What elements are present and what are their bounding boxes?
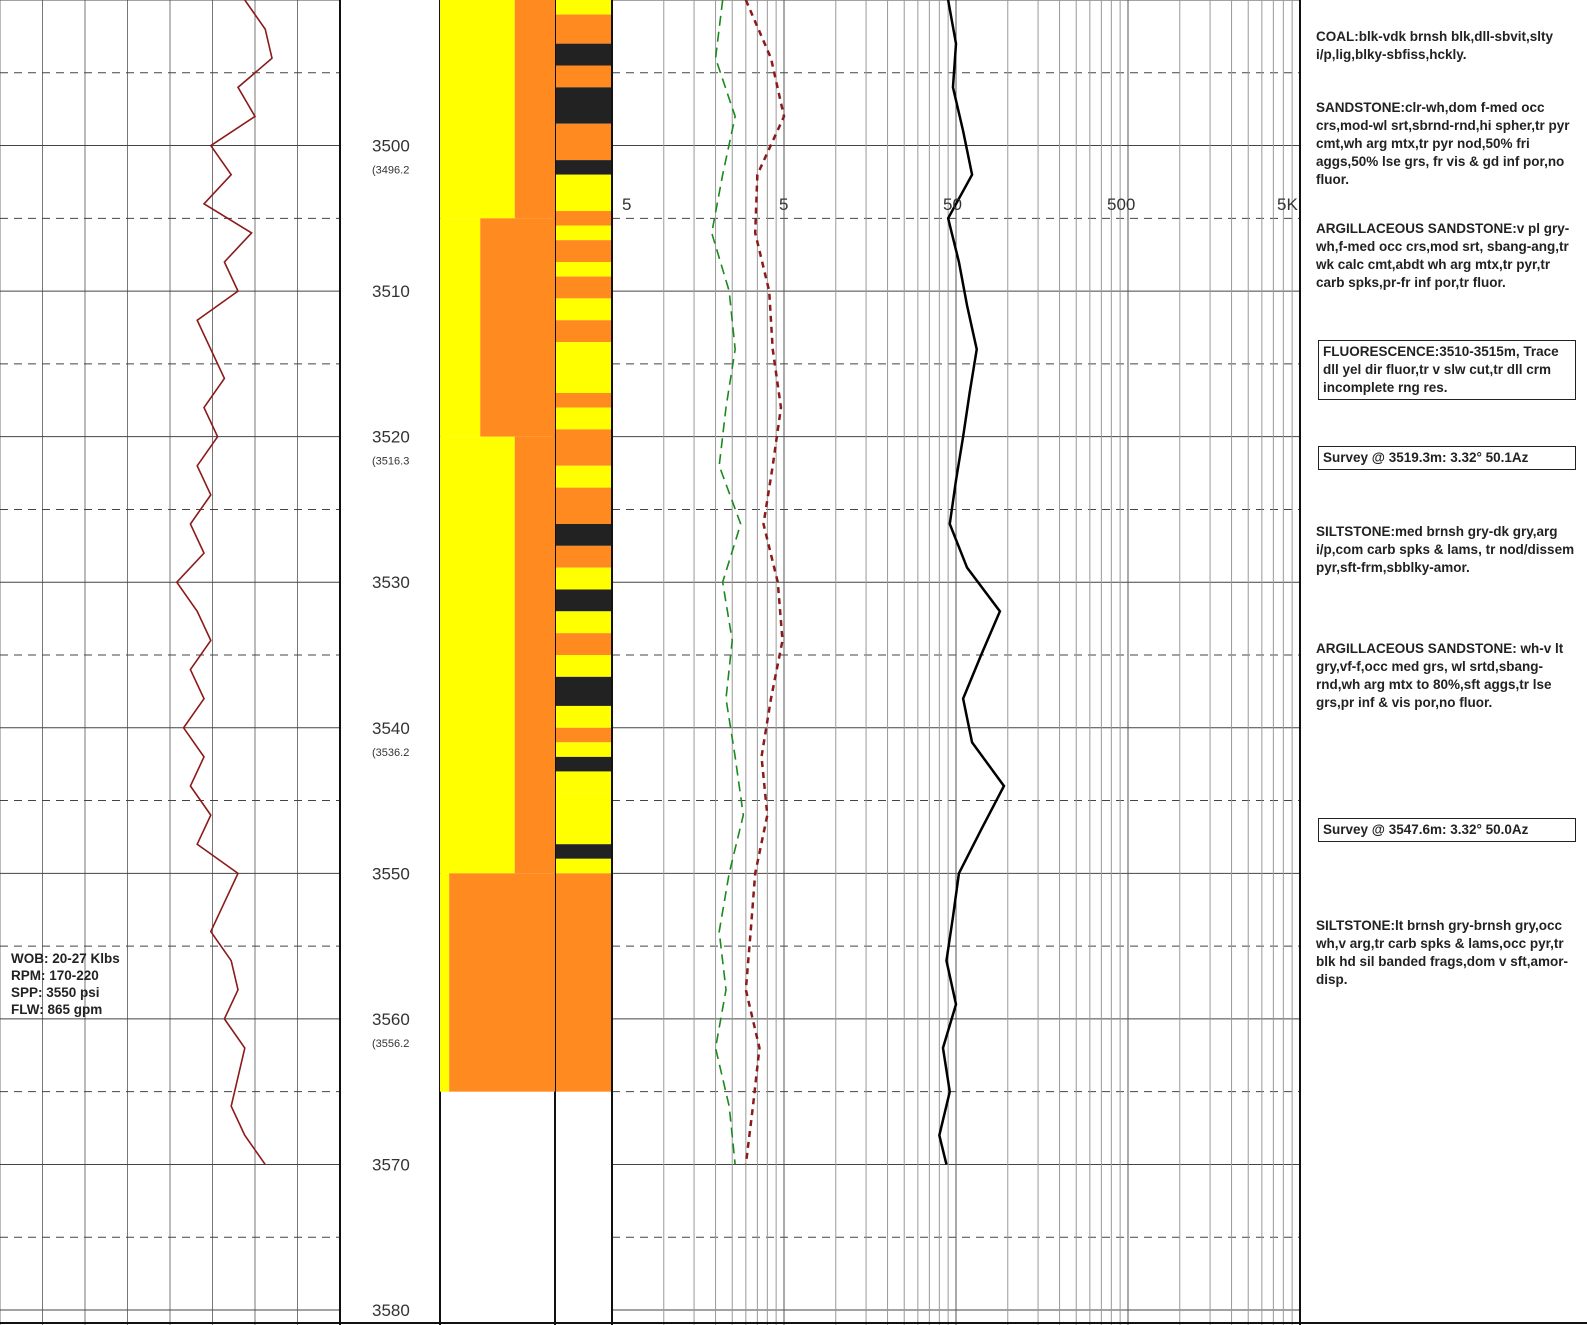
tvd-label: (3496.2 [372, 165, 409, 177]
depth-label: 3520 [372, 428, 410, 447]
cuttings-interval [556, 87, 611, 124]
cuttings-interval [556, 262, 611, 277]
interp-silt [480, 218, 555, 437]
wob-label: WOB: 20-27 Klbs [11, 951, 120, 966]
description-siltstone-1: SILTSTONE:med brnsh gry-dk gry,arg i/p,c… [1316, 524, 1575, 575]
cuttings-interval [556, 225, 611, 241]
cuttings-interval [556, 487, 611, 524]
cuttings-interval [556, 65, 611, 88]
flw-label: FLW: 865 gpm [11, 1002, 103, 1017]
cuttings-interval [556, 174, 611, 212]
interp-silt [514, 0, 555, 219]
total-gas-curve [938, 0, 1006, 1165]
gas-green-curve [710, 0, 745, 1165]
depth-label: 3560 [372, 1010, 410, 1029]
gas-scale-label: 500 [1107, 195, 1135, 214]
interp-sand [440, 436, 515, 874]
gas-scale-label: 50 [943, 195, 962, 214]
cuttings-interval [556, 211, 611, 226]
depth-label: 3500 [372, 137, 410, 156]
lithology-columns [440, 0, 611, 1092]
drilling-params: WOB: 20-27 Klbs RPM: 170-220 SPP: 3550 p… [11, 950, 120, 1018]
cuttings-interval [556, 0, 611, 15]
depth-labels: 3500 3510 3520 3530 3540 3550 3560 3570 3580 (349… [372, 137, 1298, 1320]
cuttings-interval [556, 676, 611, 706]
cuttings-interval [556, 633, 611, 655]
cuttings-interval [556, 611, 611, 634]
cuttings-interval [556, 742, 611, 757]
tvd-label: (3556.2 [372, 1038, 409, 1050]
rop-curve [175, 0, 273, 1165]
cuttings-interval [556, 429, 611, 466]
cuttings-interval [556, 240, 611, 262]
gas-darkred-curve [744, 0, 786, 1165]
description-argillaceous-sandstone-1: ARGILLACEOUS SANDSTONE:v pl gry-wh,f-med… [1316, 221, 1570, 290]
cuttings-interval [556, 407, 611, 430]
cuttings-interval [556, 793, 611, 845]
depth-label: 3550 [372, 864, 410, 883]
description-coal: COAL:blk-vdk brnsh blk,dll-sbvit,slty i/… [1316, 29, 1554, 62]
cuttings-interval [556, 524, 611, 546]
survey-box-2: Survey @ 3547.6m: 3.32° 50.0Az [1318, 818, 1576, 842]
cuttings-interval [556, 545, 611, 568]
cuttings-interval [556, 858, 611, 874]
cuttings-interval [556, 727, 611, 743]
depth-label: 3510 [372, 282, 410, 301]
interp-silt [514, 436, 555, 874]
cuttings-interval [556, 844, 611, 859]
cuttings-interval [556, 298, 611, 321]
cuttings-interval [556, 14, 611, 44]
cuttings-interval [556, 276, 611, 299]
depth-label: 3580 [372, 1301, 410, 1320]
interp-sand [440, 0, 515, 219]
rpm-label: RPM: 170-220 [11, 968, 99, 983]
depth-label: 3530 [372, 573, 410, 592]
cuttings-interval [556, 655, 611, 677]
spp-label: SPP: 3550 psi [11, 985, 100, 1000]
gas-scale-label: 5 [779, 195, 788, 214]
interp-silt [449, 873, 555, 1092]
fluorescence-box: FLUORESCENCE:3510-3515m, Trace dll yel d… [1318, 340, 1576, 400]
log-curves [175, 0, 1006, 1165]
cuttings-interval [556, 589, 611, 612]
survey-box-1: Survey @ 3519.3m: 3.32° 50.1Az [1318, 446, 1576, 470]
cuttings-interval [556, 43, 611, 66]
depth-label: 3540 [372, 719, 410, 738]
interp-sand [440, 218, 481, 437]
cuttings-interval [556, 393, 611, 408]
cuttings-interval [556, 320, 611, 343]
description-siltstone-2: SILTSTONE:lt brnsh gry-brnsh gry,occ wh,… [1316, 918, 1569, 987]
description-argillaceous-sandstone-2: ARGILLACEOUS SANDSTONE: wh-v lt gry,vf-f… [1316, 641, 1564, 710]
cuttings-interval [556, 756, 611, 772]
cuttings-interval [556, 873, 611, 1092]
cuttings-interval [556, 160, 611, 175]
cuttings-interval [556, 342, 611, 393]
tvd-label: (3536.2 [372, 747, 409, 759]
depth-label: 3570 [372, 1155, 410, 1174]
interp-sand [440, 873, 450, 1092]
cuttings-interval [556, 705, 611, 728]
description-sandstone: SANDSTONE:clr-wh,dom f-med occ crs,mod-w… [1316, 100, 1570, 187]
tvd-label: (3516.3 [372, 456, 409, 468]
gas-scale-label: 5 [622, 195, 631, 214]
cuttings-interval [556, 567, 611, 590]
gas-scale-label: 5K [1277, 195, 1298, 214]
cuttings-interval [556, 123, 611, 161]
cuttings-interval [556, 465, 611, 488]
cuttings-interval [556, 771, 611, 794]
